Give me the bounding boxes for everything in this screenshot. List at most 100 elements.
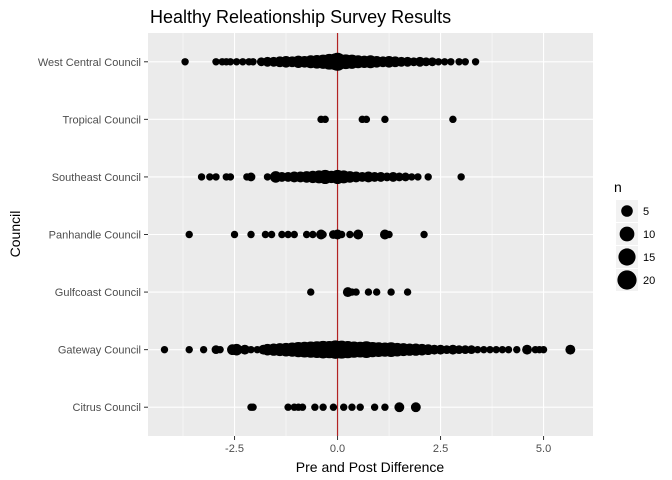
data-point	[498, 345, 507, 354]
x-axis-label: Pre and Post Difference	[296, 459, 445, 475]
data-point	[420, 230, 428, 239]
data-point	[421, 57, 431, 67]
data-point	[455, 58, 463, 66]
data-point	[321, 115, 329, 124]
legend-point	[618, 248, 636, 266]
data-point	[309, 230, 317, 239]
data-point	[249, 403, 257, 411]
data-point	[319, 230, 327, 239]
data-point	[388, 171, 399, 182]
y-tick-label: Gulfcoast Council	[55, 287, 141, 299]
data-point	[370, 403, 379, 411]
data-point	[513, 345, 521, 354]
data-point	[375, 171, 386, 182]
data-point	[249, 58, 257, 66]
data-point	[522, 344, 533, 355]
data-point	[232, 58, 241, 66]
data-point	[362, 115, 371, 124]
x-tick-label: -2.5	[225, 443, 244, 455]
data-point	[230, 230, 239, 239]
data-point	[460, 345, 470, 355]
data-point	[239, 58, 247, 66]
size-legend: n 5 10 15 20	[614, 179, 655, 291]
data-point	[290, 230, 298, 239]
data-point	[246, 172, 256, 182]
data-point	[408, 173, 416, 181]
data-points	[160, 52, 576, 413]
y-tick-label: Citrus Council	[73, 402, 141, 414]
data-point	[284, 230, 292, 239]
data-point	[247, 345, 255, 354]
data-point	[381, 115, 389, 124]
data-point	[364, 288, 373, 296]
legend-label: 5	[643, 206, 649, 218]
data-point	[212, 58, 220, 66]
legend-point	[621, 205, 633, 217]
data-point	[387, 288, 395, 296]
data-point	[435, 344, 446, 355]
data-point	[467, 345, 476, 355]
data-point	[230, 343, 243, 356]
data-point	[403, 288, 412, 296]
data-point	[471, 58, 480, 66]
data-point	[160, 345, 169, 354]
data-point	[311, 403, 319, 411]
y-tick-label: West Central Council	[38, 57, 141, 69]
data-point	[226, 58, 235, 66]
y-axis-label: Council	[7, 211, 23, 258]
data-point	[263, 173, 272, 181]
data-point	[539, 345, 548, 354]
data-point	[385, 230, 393, 239]
x-tick-label: 5.0	[536, 443, 551, 455]
data-point	[329, 403, 338, 411]
chart-title: Healthy Releationship Survey Results	[150, 7, 451, 27]
data-point	[267, 230, 276, 239]
data-point	[185, 230, 193, 239]
x-tick-label: 0.0	[330, 443, 345, 455]
data-point	[454, 345, 464, 355]
data-point	[401, 172, 410, 182]
data-point	[206, 173, 214, 181]
data-point	[372, 288, 381, 296]
data-point	[226, 173, 235, 181]
data-point	[197, 173, 206, 181]
data-point	[410, 402, 421, 413]
data-point	[424, 173, 432, 181]
legend-point	[617, 270, 637, 290]
x-axis-ticks: -2.5 0.0 2.5 5.0	[225, 436, 551, 455]
data-point	[199, 345, 208, 354]
data-point	[381, 403, 389, 411]
data-point	[340, 403, 348, 411]
data-point	[181, 58, 189, 66]
data-point	[239, 344, 250, 355]
data-point	[247, 230, 255, 239]
data-point	[449, 115, 457, 124]
data-point	[216, 345, 224, 354]
data-point	[440, 58, 449, 66]
data-point	[414, 173, 422, 181]
data-point	[353, 229, 364, 240]
data-point	[302, 230, 311, 239]
data-point	[565, 344, 576, 355]
data-point	[185, 345, 193, 354]
data-point	[427, 57, 437, 67]
data-point	[356, 403, 364, 411]
legend-label: 10	[643, 229, 655, 241]
data-point	[447, 58, 455, 66]
x-tick-label: 2.5	[433, 443, 448, 455]
data-point	[394, 402, 405, 413]
legend-label: 20	[643, 275, 655, 287]
data-point	[307, 288, 315, 296]
data-point	[352, 288, 360, 296]
data-point	[212, 173, 220, 181]
data-point	[480, 345, 488, 354]
data-point	[486, 345, 494, 354]
data-point	[414, 56, 425, 67]
data-point	[504, 345, 513, 354]
data-point	[473, 345, 482, 354]
y-tick-label: Tropical Council	[63, 114, 141, 126]
data-point	[394, 172, 404, 182]
data-point	[402, 56, 413, 67]
legend-point	[619, 226, 635, 242]
data-point	[457, 173, 465, 181]
